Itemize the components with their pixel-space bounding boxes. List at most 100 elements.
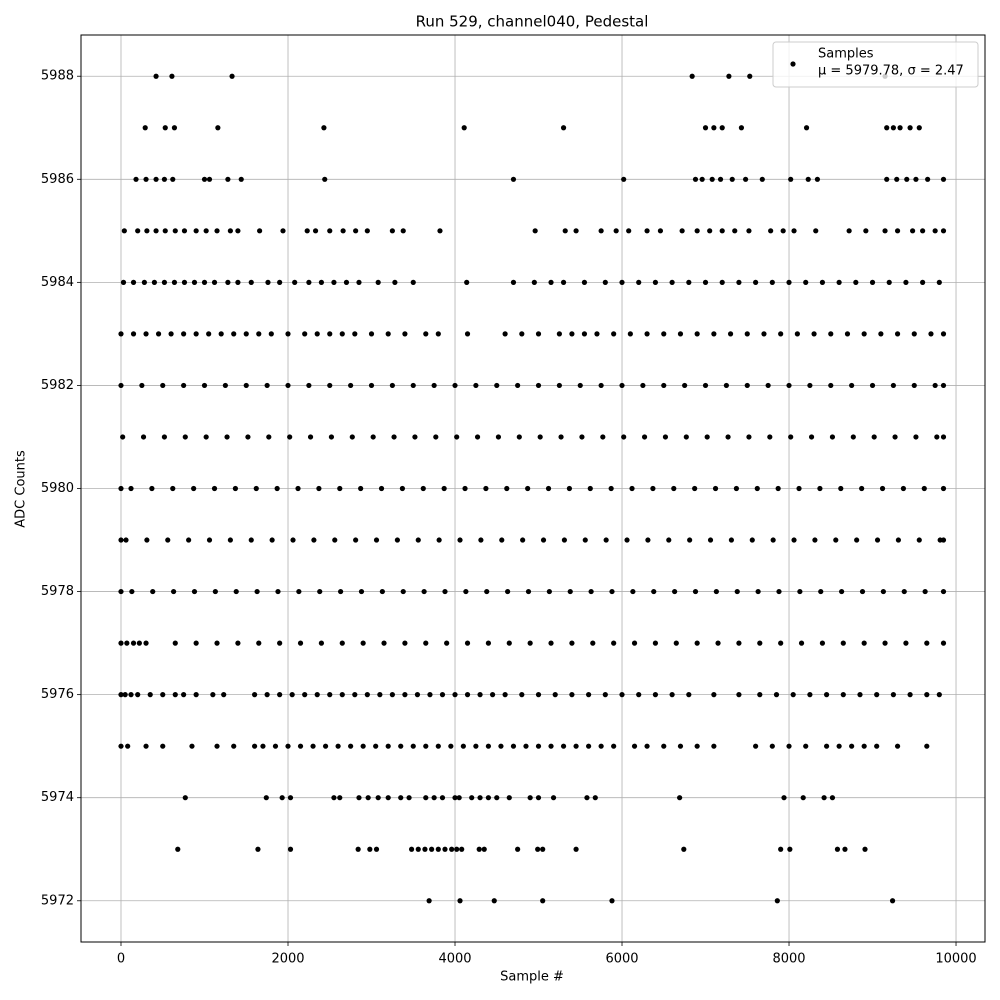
point — [861, 331, 867, 337]
point — [193, 228, 199, 234]
point — [398, 743, 404, 749]
point — [590, 640, 596, 646]
point — [321, 125, 327, 131]
point — [651, 588, 657, 595]
point — [844, 331, 851, 337]
point — [306, 279, 312, 285]
point — [707, 228, 713, 234]
legend: Samples μ = 5979.78, σ = 2.47 — [772, 41, 979, 88]
point — [787, 846, 793, 852]
point — [422, 846, 428, 852]
point — [652, 640, 659, 646]
point — [560, 125, 567, 131]
point — [545, 485, 552, 492]
point — [168, 331, 174, 337]
point — [587, 485, 593, 492]
point — [911, 331, 917, 337]
point — [343, 279, 350, 285]
point — [711, 743, 717, 749]
point — [464, 640, 471, 646]
point — [147, 692, 153, 698]
point — [757, 692, 763, 698]
point — [421, 588, 427, 595]
point — [203, 228, 209, 234]
point — [805, 176, 811, 182]
point — [437, 228, 443, 234]
point — [839, 588, 845, 595]
point — [890, 382, 896, 389]
point — [400, 228, 406, 234]
point — [214, 640, 220, 646]
point — [510, 279, 517, 285]
point — [457, 537, 463, 543]
point — [494, 795, 500, 801]
point — [786, 382, 792, 389]
point — [903, 279, 909, 285]
point — [584, 795, 590, 801]
chart-title: Run 529, channel040, Pedestal — [416, 13, 649, 31]
point — [694, 331, 700, 337]
point — [661, 382, 667, 389]
point — [535, 795, 542, 801]
point — [485, 795, 492, 801]
point — [940, 537, 947, 543]
point — [677, 331, 684, 337]
point — [171, 588, 177, 595]
point — [431, 795, 437, 801]
point — [402, 331, 408, 337]
point — [765, 382, 771, 389]
point — [894, 743, 901, 749]
point — [285, 382, 291, 389]
point — [169, 73, 175, 79]
point — [427, 692, 433, 698]
point — [235, 279, 241, 285]
point — [662, 434, 669, 440]
point — [385, 331, 391, 337]
point — [423, 331, 429, 337]
point — [130, 640, 137, 646]
point — [833, 537, 839, 543]
point — [821, 795, 827, 801]
point — [494, 382, 500, 389]
point — [153, 176, 159, 182]
point — [829, 795, 836, 801]
point — [227, 228, 233, 234]
point — [823, 692, 830, 698]
point — [540, 898, 546, 904]
point — [626, 228, 632, 234]
point — [686, 279, 692, 285]
point — [535, 846, 541, 852]
point — [874, 692, 880, 698]
point — [373, 743, 379, 749]
point — [711, 692, 717, 698]
point — [854, 537, 860, 543]
point — [439, 795, 446, 801]
point — [736, 692, 742, 698]
point — [645, 537, 651, 543]
y-tick-label: 5984 — [41, 275, 74, 290]
point — [925, 176, 931, 182]
point — [317, 588, 323, 595]
point — [257, 228, 263, 234]
point — [476, 846, 482, 852]
point — [836, 743, 842, 749]
point — [489, 692, 496, 698]
point — [733, 485, 740, 492]
point — [878, 331, 884, 337]
point — [846, 228, 852, 234]
point — [916, 125, 922, 131]
point — [611, 743, 617, 749]
point — [426, 898, 432, 904]
point — [672, 588, 678, 595]
point — [699, 176, 705, 182]
point — [581, 279, 588, 285]
point — [679, 228, 685, 234]
point — [143, 176, 149, 182]
point — [370, 434, 376, 440]
point — [172, 228, 178, 234]
point — [272, 743, 279, 749]
point — [142, 125, 148, 131]
point — [525, 485, 531, 492]
point — [139, 382, 145, 389]
point — [560, 743, 567, 749]
